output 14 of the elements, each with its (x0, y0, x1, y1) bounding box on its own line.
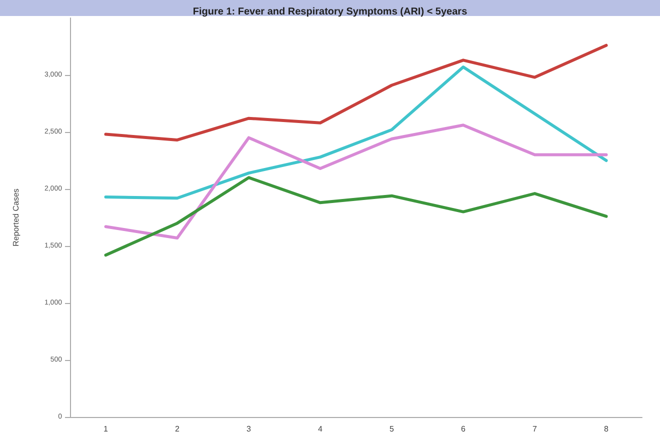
x-tick-label: 2 (175, 424, 180, 434)
line-series (104, 124, 608, 240)
x-tick-label: 6 (461, 424, 466, 434)
chart-title: Figure 1: Fever and Respiratory Symptoms (ARI) < 5years (192, 6, 468, 18)
line-series (104, 44, 608, 142)
line-series (104, 176, 608, 257)
line-series (104, 66, 608, 200)
x-tick-label: 7 (532, 424, 538, 434)
x-tick-label: 4 (318, 424, 324, 434)
x-tick-label: 5 (390, 424, 395, 434)
x-tick-label: 8 (604, 424, 610, 434)
x-tick-label: 3 (246, 424, 252, 434)
x-tick-label: 1 (104, 424, 109, 434)
y-axis-title: Reported Cases (12, 188, 20, 246)
